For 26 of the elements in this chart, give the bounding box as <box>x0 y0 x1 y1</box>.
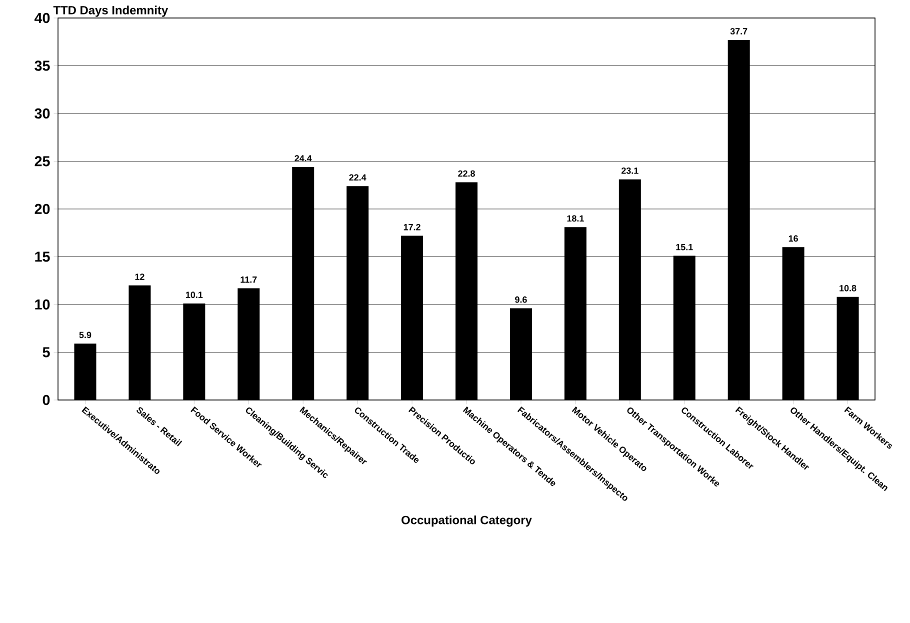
y-tick-label: 15 <box>35 252 50 262</box>
y-tick-label: 25 <box>34 156 50 166</box>
data-label: 10.8 <box>840 284 856 292</box>
y-tick-label: 10 <box>35 299 50 310</box>
data-label: 22.4 <box>349 174 366 181</box>
data-label: 9.6 <box>515 296 527 303</box>
data-label: 16 <box>788 235 798 242</box>
y-tick-label: 30 <box>34 108 50 119</box>
data-label: 11.7 <box>240 276 257 283</box>
data-label: 5.9 <box>79 332 92 338</box>
data-label: 37.7 <box>730 28 748 34</box>
x-axis-title: Occupational Category <box>402 516 532 527</box>
data-label: 23.1 <box>621 167 638 174</box>
data-label: 22.8 <box>458 170 475 177</box>
y-tick-label: 20 <box>34 204 50 214</box>
data-label: 18.1 <box>567 215 584 222</box>
data-label: 12 <box>135 274 144 280</box>
y-tick-label: 0 <box>42 394 50 406</box>
data-label: 24.4 <box>294 155 312 162</box>
y-tick-label: 5 <box>42 347 50 358</box>
y-tick-label: 40 <box>34 12 50 24</box>
data-label: 10.1 <box>186 292 203 298</box>
y-axis-title: TTD Days Indemnity <box>53 6 168 17</box>
y-tick-label: 35 <box>34 60 50 71</box>
data-label: 15.1 <box>676 244 693 250</box>
data-label: 17.2 <box>404 224 420 230</box>
